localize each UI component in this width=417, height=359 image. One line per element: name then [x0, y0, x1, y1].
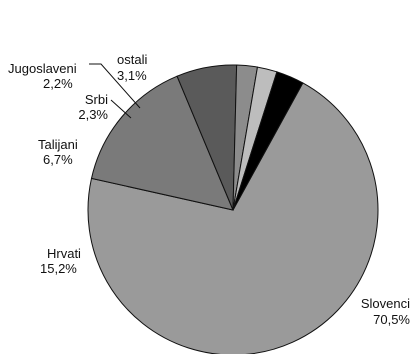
label-srbi: Srbi 2,3%: [78, 92, 108, 122]
slice-value-talijani: 6,7%: [43, 152, 73, 167]
label-talijani: Talijani 6,7%: [38, 137, 78, 167]
slice-value-jugoslaveni: 2,2%: [43, 76, 73, 91]
slices-layer: [87, 64, 379, 356]
label-hrvati: Hrvati 15,2%: [40, 246, 81, 276]
slice-value-ostali: 3,1%: [117, 68, 147, 83]
slice-label-srbi: Srbi: [85, 92, 108, 107]
label-ostali: ostali 3,1%: [117, 52, 147, 83]
slice-value-slovenci: 70,5%: [373, 312, 410, 327]
pie-slice-hrvati: [90, 75, 234, 211]
pie-slice-slovenci: [87, 82, 379, 356]
slice-label-slovenci: Slovenci: [361, 296, 410, 311]
pie-slice-ostali: [232, 71, 304, 211]
leader-lines: [89, 63, 141, 119]
slice-label-ostali: ostali: [117, 52, 147, 67]
slice-value-hrvati: 15,2%: [40, 261, 77, 276]
slice-label-talijani: Talijani: [38, 137, 78, 152]
slice-label-hrvati: Hrvati: [47, 246, 81, 261]
leader-line-jugoslaveni: [89, 63, 141, 109]
label-jugoslaveni: Jugoslaveni 2,2%: [8, 61, 77, 91]
label-slovenci: Slovenci 70,5%: [361, 296, 411, 327]
slice-value-srbi: 2,3%: [78, 107, 108, 122]
slice-label-jugoslaveni: Jugoslaveni: [8, 61, 77, 76]
leader-line-srbi: [110, 99, 132, 119]
